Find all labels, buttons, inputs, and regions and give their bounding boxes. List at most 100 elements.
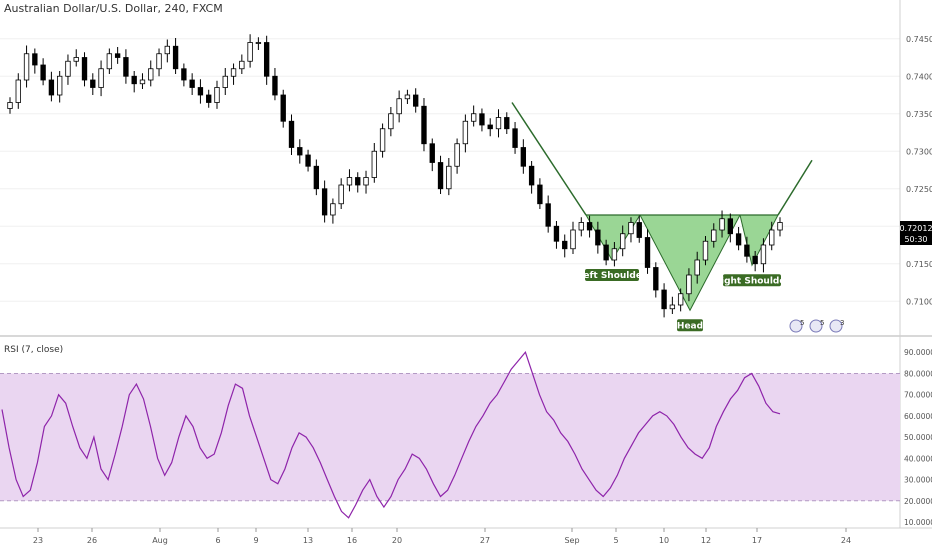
time-tick-label: 23 (33, 536, 43, 545)
candle-body (512, 128, 518, 148)
price-tick-label: 0.71000 (906, 297, 932, 306)
event-marker[interactable] (809, 319, 823, 333)
rsi-tick-label: 40.0000 (904, 454, 932, 463)
candle-body (462, 120, 469, 145)
time-tick-label: 20 (392, 536, 402, 545)
pattern-labels: Left Shoulder Head Right Shoulder (578, 269, 790, 332)
pattern-label-bg (723, 274, 781, 287)
candle-body (603, 244, 609, 261)
time-tick-label: 10 (659, 536, 669, 545)
candle-body (355, 177, 361, 186)
candle-body (172, 45, 179, 70)
candle-body (520, 147, 527, 167)
candle-body (321, 188, 328, 216)
pattern-label-bg (677, 319, 703, 332)
last-price-tag: 0.72012 50:30 (899, 221, 932, 245)
candle-body (164, 45, 170, 55)
candle-body (595, 229, 601, 246)
candle-body (653, 267, 659, 291)
candle-body (611, 248, 618, 261)
time-axis[interactable]: 23 26 Aug 6 9 13 16 20 27 Sep 5 10 12 17 24 (33, 528, 851, 545)
candle-body (711, 229, 717, 242)
pattern-label-text: Right Shoulder (714, 276, 790, 286)
candle-body (214, 87, 220, 103)
candle-body (305, 154, 311, 167)
candle-body (181, 68, 187, 81)
candle-body (769, 229, 775, 246)
candle-body (470, 113, 477, 122)
event-marker[interactable] (829, 319, 843, 333)
candle-body (297, 147, 303, 156)
breakout-line[interactable] (777, 159, 813, 216)
candle-body (429, 143, 435, 163)
candle-body (727, 218, 733, 235)
candle-body (338, 184, 344, 205)
candle-body (620, 233, 626, 250)
candle-body (371, 150, 377, 178)
candle-body (528, 165, 535, 186)
candle-body (413, 94, 419, 107)
candle-body (545, 203, 551, 227)
time-tick-label: 16 (347, 536, 357, 545)
pattern-label-bg (585, 269, 639, 281)
candle-body (156, 53, 162, 70)
candle-body (313, 165, 320, 190)
countdown-value: 50:30 (904, 235, 927, 244)
candle-body (553, 225, 560, 242)
event-count: 5 (800, 319, 804, 327)
candle-body (504, 117, 510, 130)
candle-body (719, 218, 725, 231)
candle-body (280, 94, 286, 122)
rsi-tick-label: 10.0000 (904, 518, 932, 527)
candle-body (363, 177, 369, 186)
candle-body (404, 94, 411, 100)
rsi-tick-label: 20.0000 (904, 497, 932, 506)
time-tick-label: 24 (841, 536, 851, 545)
candle-body (23, 53, 30, 81)
time-tick-label: 6 (215, 536, 220, 545)
event-count: 3 (840, 319, 844, 327)
time-tick-label: 13 (303, 536, 313, 545)
pattern-label: Left Shoulder (578, 269, 647, 281)
candle-body (40, 64, 46, 81)
candle-body (197, 87, 204, 96)
event-marker[interactable] (789, 319, 803, 333)
candle-body (636, 222, 642, 238)
rsi-tick-label: 90.0000 (904, 348, 932, 357)
pattern-label-text: Left Shoulder (578, 271, 647, 281)
downtrend-line[interactable] (511, 102, 587, 216)
candle-body (222, 75, 228, 88)
candle-body (586, 222, 593, 231)
candle-body (777, 222, 783, 231)
candle-body (702, 240, 709, 261)
last-price-value: 0.72012 (899, 224, 932, 233)
time-tick-label: 9 (253, 536, 258, 545)
time-tick-label: Aug (152, 536, 168, 545)
candle-body (346, 177, 353, 186)
candle-body (98, 68, 104, 88)
candle-body (454, 143, 460, 167)
candle-body (644, 237, 651, 268)
rsi-layer (0, 350, 900, 519)
candle-body (148, 68, 154, 81)
candle-body (487, 124, 493, 130)
candle-body (570, 229, 576, 250)
candle-body (446, 165, 452, 190)
rsi-axis[interactable]: 90.0000 80.0000 70.0000 60.0000 50.0000 40.00… (904, 348, 932, 527)
candle-body (239, 60, 245, 70)
rsi-line (1, 350, 781, 519)
candle-body (396, 98, 402, 115)
candle-body (562, 240, 568, 250)
rsi-tick-label: 80.0000 (904, 369, 932, 378)
candle-body (230, 68, 237, 77)
pattern-label-text: Head (677, 321, 703, 331)
price-axis[interactable]: 0.745000.740000.735000.730000.725000.720… (906, 35, 932, 307)
event-markers[interactable]: 5 5 3 (789, 319, 844, 333)
candle-body (752, 255, 758, 265)
